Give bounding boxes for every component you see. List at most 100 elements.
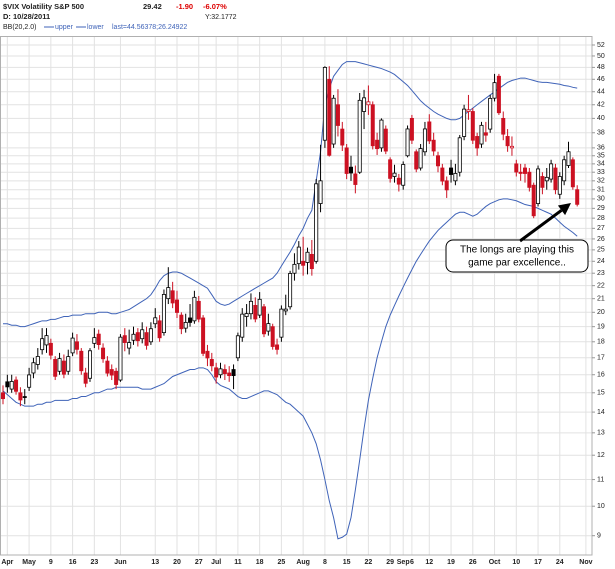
candle-body (422, 128, 427, 153)
candle-body (536, 168, 541, 204)
candle-body (305, 251, 310, 263)
candle-body (214, 367, 219, 378)
candle-body (340, 128, 345, 146)
candle-body (557, 176, 562, 195)
y-tick-label: 33 (597, 169, 605, 176)
candle-body (440, 167, 445, 182)
y-tick-label: 28 (597, 215, 605, 222)
candle-body (453, 173, 458, 182)
candle-body (470, 111, 475, 141)
y-tick-label: 9 (597, 533, 601, 540)
candle-body (575, 189, 580, 205)
y-tick-label: 48 (597, 64, 605, 71)
candle-body (570, 159, 575, 188)
y-tick-label: 31 (597, 187, 605, 194)
candle-body (405, 128, 410, 157)
y-tick-label: 20 (597, 309, 605, 316)
candle-body (527, 171, 532, 188)
annotation-arrowhead (557, 203, 571, 216)
candle-body (348, 166, 353, 174)
change-pct: -6.07% (203, 2, 227, 11)
candle-body (14, 379, 19, 392)
candle-body (83, 372, 88, 384)
candle-body (296, 246, 301, 265)
x-tick-label: 29 (386, 559, 394, 566)
candle-body (44, 335, 49, 346)
plot-frame (0, 36, 593, 556)
y-tick-label: 29 (597, 205, 605, 212)
candle-body (553, 167, 558, 191)
candle-body (148, 328, 153, 343)
y-tick-label: 23 (597, 270, 605, 277)
legend: upper lower (44, 24, 104, 31)
y-tick-label: 42 (597, 102, 605, 109)
candle-body (392, 172, 397, 177)
candle-body (335, 104, 340, 126)
candle-body (170, 290, 175, 304)
y-tick-label: 21 (597, 296, 605, 303)
candle-body (18, 392, 23, 401)
y-tick-label: 10 (597, 503, 605, 510)
candle-body (227, 372, 232, 377)
candle-body (401, 164, 406, 186)
candle-body (22, 396, 27, 398)
indicator: BB(20,2.0) (3, 24, 36, 31)
y-tick-label: 22 (597, 282, 605, 289)
annotation-text: game par excellence.. (468, 258, 566, 269)
x-tick-label: 12 (425, 559, 433, 566)
x-tick-label: 26 (469, 559, 477, 566)
x-tick-label: 6 (410, 559, 414, 566)
candle-body (218, 368, 223, 376)
candle-body (318, 180, 323, 204)
x-tick-label: 18 (256, 559, 264, 566)
y-tick-label: 24 (597, 258, 605, 265)
candle-body (70, 337, 75, 354)
candle-body (101, 347, 106, 360)
candle-body (275, 344, 280, 350)
y-tick-label: 15 (597, 390, 605, 397)
annotation: The longs are playing this game par exce… (445, 203, 589, 273)
y-tick-label: 17 (597, 355, 605, 362)
candle-body (114, 370, 119, 385)
candle-body (157, 320, 162, 339)
candle-body (301, 260, 306, 266)
candle-body (327, 78, 332, 156)
candle-body (153, 317, 158, 325)
candle-body (240, 313, 245, 338)
x-tick-label: 10 (512, 559, 520, 566)
annotation-text: The longs are playing this (460, 245, 574, 256)
y-tick-label: 44 (597, 89, 605, 96)
candle-body (27, 374, 32, 388)
candle-body (127, 342, 132, 349)
candle-body (488, 98, 493, 130)
candle-body (135, 332, 140, 342)
candle-body (183, 322, 188, 329)
band-line (2, 198, 578, 540)
candle-body (544, 176, 549, 182)
candle-body (414, 151, 419, 170)
band-line (3, 61, 578, 328)
candle-body (61, 360, 66, 375)
candle-body (122, 335, 127, 343)
candle-body (475, 136, 480, 149)
candle-body (309, 253, 314, 270)
x-tick-label: 16 (69, 559, 77, 566)
y-tick-label: 32 (597, 178, 605, 185)
candle-body (105, 360, 110, 374)
candle-body (418, 148, 423, 169)
candle-body (5, 381, 10, 388)
y-tick-label: 38 (597, 130, 605, 137)
candle-body (209, 359, 214, 367)
candle-body (492, 82, 497, 99)
candle-body (466, 109, 471, 112)
y-tick-label: 30 (597, 196, 605, 203)
candle-body (514, 163, 519, 173)
candle-body (88, 350, 93, 379)
candle-body (192, 296, 197, 322)
candle-body (549, 163, 554, 180)
x-tick-label: 17 (534, 559, 542, 566)
x-tick-label: 8 (323, 559, 327, 566)
y-tick-label: 46 (597, 76, 605, 83)
candle-body (314, 183, 319, 262)
